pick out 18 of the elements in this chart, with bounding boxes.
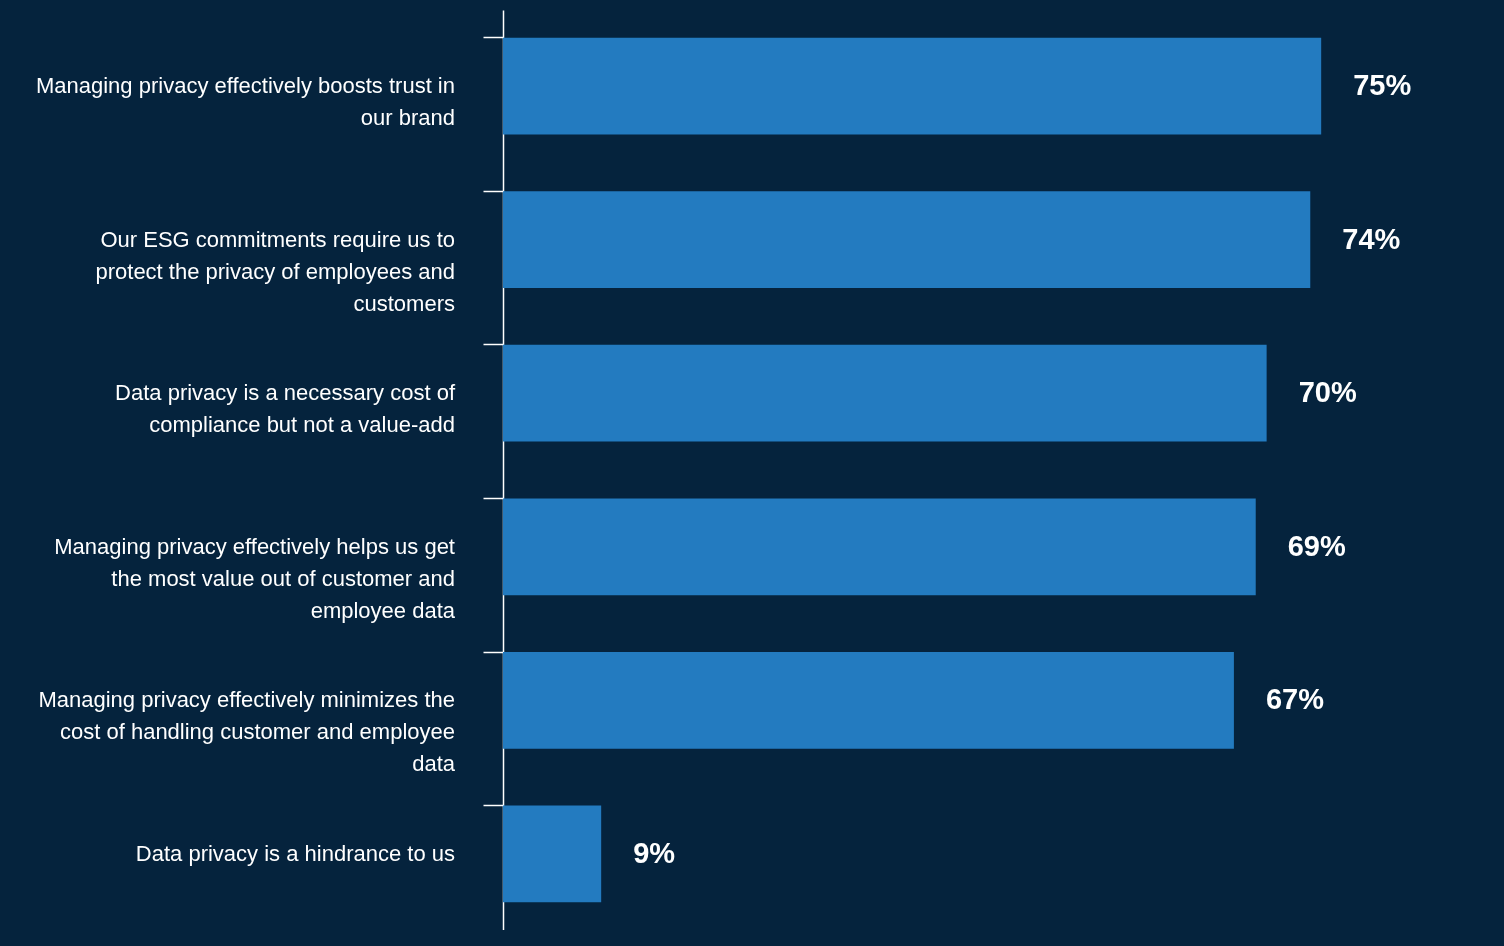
bar [503, 498, 1256, 596]
bar [503, 652, 1234, 749]
y-tick-label: Data privacy is a hindrance to us [135, 840, 455, 866]
data-label: 9% [633, 836, 676, 869]
data-label: 75% [1353, 69, 1412, 102]
y-tick-label: Managing privacy effectively helps us get the most value out of customer and employee data [54, 533, 456, 623]
bar [503, 37, 1322, 135]
data-label: 74% [1342, 222, 1401, 255]
bar [503, 191, 1311, 288]
y-tick-label: Data privacy is a necessary cost of compliance but not a value-add [115, 380, 456, 438]
y-tick-label: Our ESG commitments require us to protect the privacy of employees and customers [95, 226, 455, 316]
data-label: 70% [1298, 376, 1357, 409]
data-label: 67% [1265, 683, 1325, 716]
data-label: 69% [1287, 529, 1346, 562]
bar [503, 805, 602, 903]
y-tick-label: Managing privacy effectively boosts trust in our brand [35, 73, 455, 131]
bar [503, 344, 1267, 442]
y-tick-label: Managing privacy effectively minimizes the cost of handling customer and employee data [38, 687, 456, 777]
